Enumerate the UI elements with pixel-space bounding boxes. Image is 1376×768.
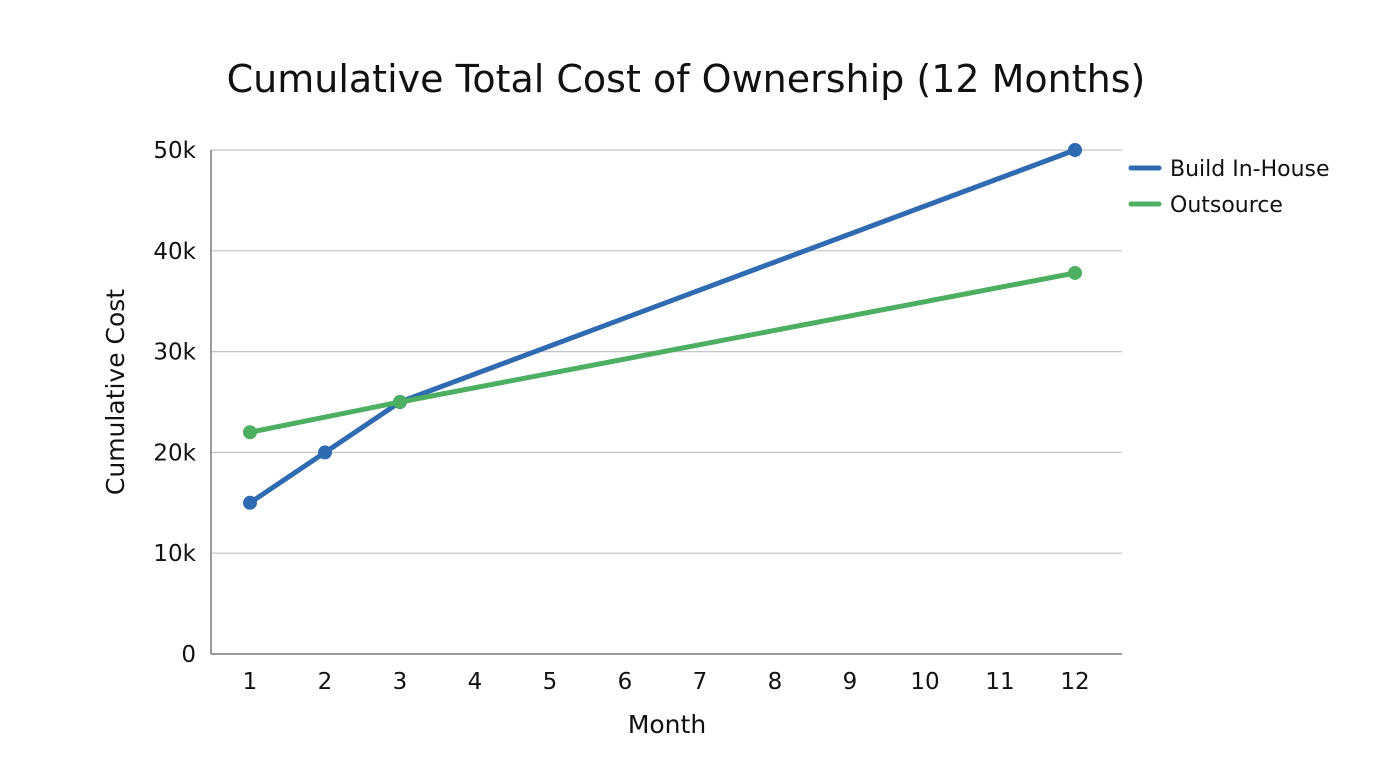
x-tick-label: 2 — [318, 669, 333, 695]
y-tick-labels: 0 10k 20k 30k 40k 50k — [153, 138, 196, 668]
data-point-outsource — [243, 425, 257, 440]
y-tick-label: 10k — [153, 541, 196, 567]
series-line-build-in-house — [247, 147, 1078, 506]
data-point-build-in-house — [1068, 143, 1082, 157]
x-tick-label: 8 — [768, 669, 783, 695]
x-tick-label: 12 — [1060, 669, 1089, 695]
x-tick-label: 9 — [843, 669, 858, 695]
y-tick-label: 50k — [153, 138, 196, 164]
x-tick-labels: 1 2 3 4 5 6 7 8 9 10 11 12 — [243, 669, 1090, 695]
x-tick-label: 1 — [243, 669, 258, 695]
data-point-outsource — [393, 395, 407, 409]
x-tick-label: 7 — [693, 669, 708, 695]
legend-label: Build In-House — [1170, 157, 1330, 182]
data-point-build-in-house — [243, 495, 257, 510]
data-point-build-in-house — [318, 445, 332, 460]
x-tick-label: 5 — [543, 669, 558, 695]
legend: Build In-House Outsource — [1128, 157, 1330, 218]
x-axis-label: Month — [628, 710, 706, 739]
axes — [210, 150, 1122, 655]
x-tick-label: 10 — [910, 669, 939, 695]
chart-title: Cumulative Total Cost of Ownership (12 M… — [227, 57, 1146, 101]
y-tick-label: 20k — [153, 440, 196, 466]
y-axis-label: Cumulative Cost — [101, 289, 130, 495]
x-tick-label: 11 — [985, 669, 1014, 695]
y-tick-label: 40k — [153, 239, 196, 265]
data-point-outsource — [1068, 265, 1082, 280]
x-tick-label: 4 — [468, 669, 483, 695]
legend-label: Outsource — [1170, 193, 1283, 218]
series — [243, 143, 1082, 510]
x-tick-label: 6 — [618, 669, 633, 695]
y-tick-label: 30k — [153, 340, 196, 366]
y-tick-label: 0 — [181, 642, 196, 668]
series-line-outsource — [247, 270, 1078, 435]
x-tick-label: 3 — [393, 669, 408, 695]
